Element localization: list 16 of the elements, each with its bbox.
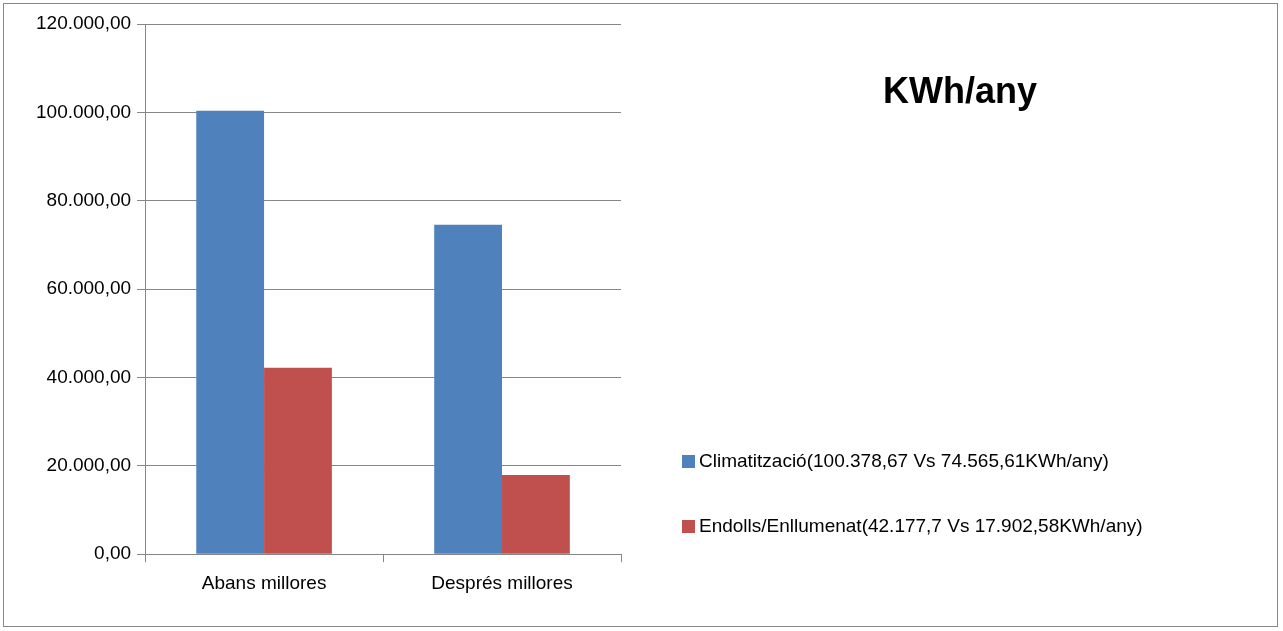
x-tick-label: Abans millores <box>201 571 327 593</box>
bar <box>264 367 332 554</box>
y-tick-label: 40.000,00 <box>46 365 132 387</box>
y-tick-label: 0,00 <box>94 542 132 564</box>
y-tick-label: 80.000,00 <box>46 188 132 210</box>
legend-label: Climatització(100.378,67 Vs 74.565,61KWh/any) <box>699 450 1109 472</box>
y-tick-label: 60.000,00 <box>46 277 132 299</box>
bar <box>196 110 265 554</box>
bar <box>434 224 503 554</box>
text: KWh/any <box>882 70 1038 112</box>
bar <box>502 475 570 554</box>
legend-label: Endolls/Enllumenat(42.177,7 Vs 17.902,58KWh/any) <box>699 515 1143 537</box>
y-tick-label: 20.000,00 <box>46 454 132 476</box>
x-tick-label: Després millores <box>431 571 573 593</box>
y-tick-label: 120.000,00 <box>36 12 132 34</box>
y-tick-label: 100.000,00 <box>36 100 132 122</box>
